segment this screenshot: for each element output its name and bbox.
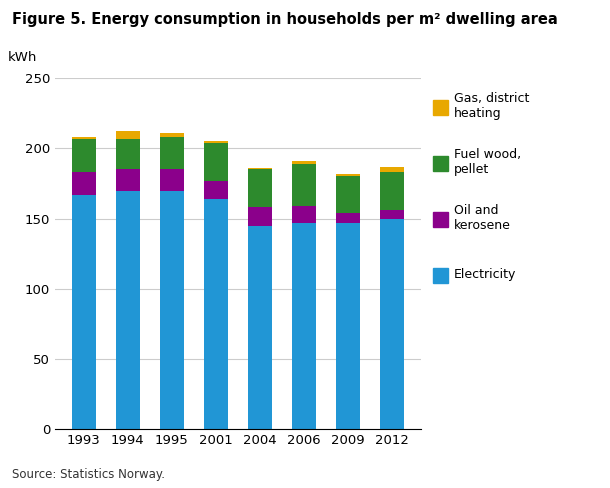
Text: Electricity: Electricity (454, 268, 516, 281)
Bar (204, 142, 228, 181)
Bar (336, 174, 360, 177)
Bar (380, 210, 404, 219)
Bar (380, 172, 404, 210)
Bar (160, 137, 184, 169)
Bar (336, 213, 360, 223)
Bar (336, 177, 360, 213)
Bar (248, 168, 272, 169)
Bar (71, 139, 96, 172)
Bar (336, 223, 360, 429)
Bar (380, 166, 404, 172)
Bar (248, 225, 272, 429)
Bar (204, 199, 228, 429)
Bar (71, 137, 96, 139)
Bar (292, 206, 316, 223)
Bar (160, 190, 184, 429)
Text: Figure 5. Energy consumption in households per m² dwelling area: Figure 5. Energy consumption in househol… (12, 12, 558, 27)
Bar (160, 133, 184, 137)
Bar (248, 207, 272, 225)
Bar (71, 172, 96, 195)
Bar (116, 131, 140, 139)
Bar (248, 169, 272, 207)
Bar (380, 219, 404, 429)
Bar (116, 139, 140, 169)
Bar (292, 164, 316, 206)
Text: kWh: kWh (7, 51, 37, 64)
Text: Oil and
kerosene: Oil and kerosene (454, 204, 511, 232)
Bar (292, 223, 316, 429)
Bar (71, 195, 96, 429)
Bar (116, 169, 140, 190)
Bar (204, 181, 228, 199)
Bar (292, 161, 316, 164)
Text: Source: Statistics Norway.: Source: Statistics Norway. (12, 468, 165, 481)
Bar (116, 190, 140, 429)
Text: Fuel wood,
pellet: Fuel wood, pellet (454, 148, 521, 176)
Text: Gas, district
heating: Gas, district heating (454, 92, 529, 120)
Bar (160, 169, 184, 190)
